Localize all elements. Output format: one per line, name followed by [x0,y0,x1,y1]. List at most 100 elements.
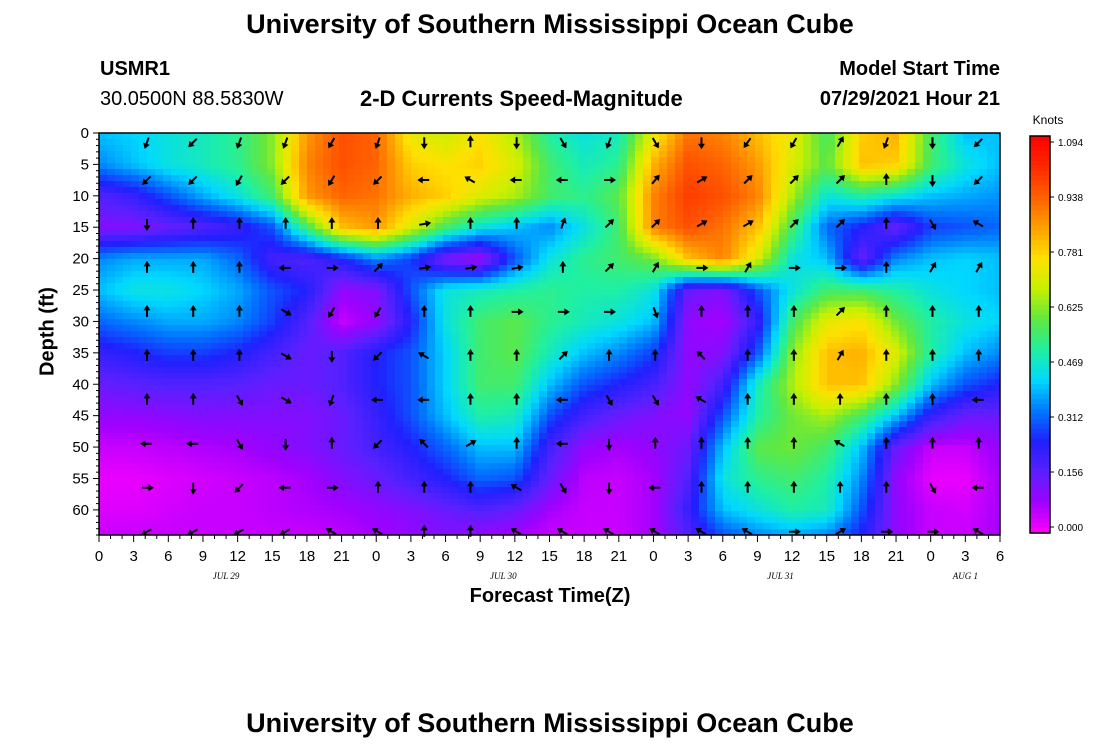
heatmap-cell [571,157,580,164]
heatmap-cell [491,361,500,368]
heatmap-cell [603,217,612,224]
heatmap-cell [419,145,428,152]
heatmap-cell [563,253,572,260]
heatmap-cell [419,361,428,368]
heatmap-cell [595,235,604,242]
heatmap-cell [691,247,700,254]
heatmap-cell [267,451,276,458]
heatmap-cell [219,427,228,434]
heatmap-cell [547,199,556,206]
heatmap-cell [275,451,284,458]
heatmap-cell [371,307,380,314]
heatmap-cell [627,517,636,524]
heatmap-cell [587,439,596,446]
heatmap-cell [171,265,180,272]
heatmap-cell [435,301,444,308]
heatmap-cell [683,469,692,476]
heatmap-cell [635,259,644,266]
heatmap-cell [515,451,524,458]
heatmap-cell [379,367,388,374]
heatmap-cell [307,469,316,476]
heatmap-cell [363,397,372,404]
heatmap-cell [99,325,108,332]
heatmap-cell [627,325,636,332]
heatmap-cell [179,295,188,302]
heatmap-cell [675,319,684,326]
heatmap-cell [355,499,364,506]
heatmap-cell [499,307,508,314]
heatmap-cell [387,313,396,320]
heatmap-cell [355,469,364,476]
heatmap-cell [667,439,676,446]
heatmap-cell [523,301,532,308]
heatmap-cell [443,235,452,242]
heatmap-cell [163,277,172,284]
heatmap-cell [555,265,564,272]
heatmap-cell [379,205,388,212]
heatmap-cell [379,175,388,182]
heatmap-cell [547,211,556,218]
heatmap-cell [499,205,508,212]
heatmap-cell [483,367,492,374]
heatmap-cell [251,223,260,230]
heatmap-cell [443,289,452,296]
heatmap-cell [315,211,324,218]
heatmap-cell [195,445,204,452]
heatmap-cell [187,445,196,452]
heatmap-cell [355,409,364,416]
heatmap-cell [243,349,252,356]
heatmap-cell [259,499,268,506]
heatmap-cell [203,145,212,152]
heatmap-cell [539,463,548,470]
heatmap-cell [675,403,684,410]
heatmap-cell [507,295,516,302]
heatmap-cell [227,487,236,494]
heatmap-cell [267,175,276,182]
heatmap-cell [283,409,292,416]
heatmap-cell [99,511,108,518]
heatmap-cell [179,265,188,272]
heatmap-cell [99,451,108,458]
heatmap-cell [483,313,492,320]
heatmap-cell [99,445,108,452]
heatmap-cell [243,337,252,344]
heatmap-cell [683,439,692,446]
heatmap-cell [683,319,692,326]
heatmap-cell [299,505,308,512]
heatmap-cell [691,307,700,314]
heatmap-cell [635,511,644,518]
heatmap-cell [507,451,516,458]
heatmap-cell [395,163,404,170]
heatmap-cell [347,331,356,338]
heatmap-cell [251,181,260,188]
heatmap-cell [667,349,676,356]
heatmap-cell [643,529,652,535]
heatmap-cell [123,205,132,212]
heatmap-cell [555,151,564,158]
heatmap-cell [419,301,428,308]
heatmap-cell [235,205,244,212]
heatmap-cell [547,307,556,314]
heatmap-cell [283,415,292,422]
heatmap-cell [211,367,220,374]
heatmap-cell [139,193,148,200]
heatmap-cell [363,211,372,218]
heatmap-cell [675,361,684,368]
heatmap-cell [163,469,172,476]
heatmap-cell [579,139,588,146]
heatmap-cell [419,517,428,524]
heatmap-cell [179,481,188,488]
heatmap-cell [187,343,196,350]
heatmap-cell [211,499,220,506]
heatmap-cell [123,499,132,506]
heatmap-cell [659,397,668,404]
heatmap-cell [339,163,348,170]
heatmap-cell [611,157,620,164]
heatmap-cell [459,235,468,242]
heatmap-cell [187,253,196,260]
heatmap-cell [171,199,180,206]
heatmap-cell [291,259,300,266]
heatmap-cell [171,337,180,344]
heatmap-cell [323,259,332,266]
heatmap-cell [627,283,636,290]
